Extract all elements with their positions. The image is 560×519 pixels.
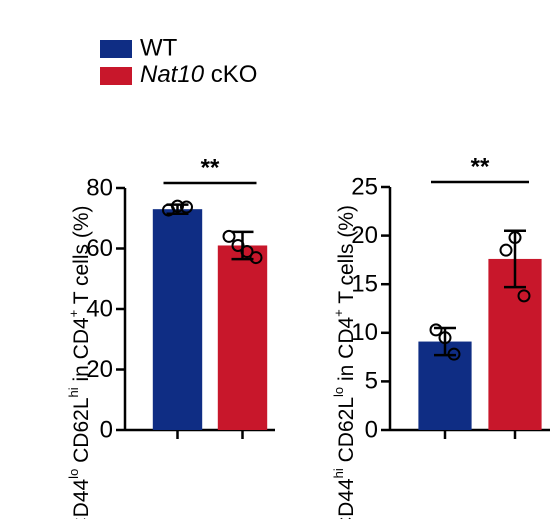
legend-swatch <box>100 67 132 85</box>
data-point <box>438 331 452 345</box>
y-axis-label: CD44hi CD62Llo in CD4+ T cells (%) <box>331 205 358 519</box>
legend-swatch <box>100 40 132 58</box>
y-tick-label: 10 <box>351 319 378 346</box>
data-point <box>249 251 263 265</box>
y-tick-label: 15 <box>351 271 378 298</box>
data-point <box>499 243 513 257</box>
y-tick-label: 40 <box>86 295 113 322</box>
y-tick-label: 25 <box>351 173 378 200</box>
y-label-text: in CD4 <box>335 317 358 387</box>
y-label-text: T cells (%) <box>335 205 358 309</box>
data-point <box>517 289 531 303</box>
data-point <box>222 229 236 243</box>
significance-label: ** <box>201 154 220 181</box>
data-point <box>508 231 522 245</box>
y-tick-label: 0 <box>100 416 113 443</box>
legend-label-italic: Nat10 <box>140 61 205 88</box>
data-point <box>240 245 254 259</box>
data-point <box>447 347 461 361</box>
data-point <box>180 200 193 214</box>
y-label-text: in CD4 <box>70 317 93 387</box>
y-label-text: T cells (%) <box>70 205 93 309</box>
y-tick-label: 80 <box>86 174 113 201</box>
bar <box>217 245 268 430</box>
y-axis-label: CD44lo CD62Lhi in CD4+ T cells (%) <box>66 205 93 519</box>
y-tick-label: 20 <box>86 356 113 383</box>
y-label-text: CD62L <box>70 397 93 468</box>
data-point <box>231 238 245 252</box>
y-tick-label: 0 <box>365 416 378 443</box>
data-point <box>171 199 184 213</box>
y-label-superscript: hi <box>66 387 81 397</box>
y-label-superscript: lo <box>66 469 81 479</box>
y-label-superscript: lo <box>331 387 346 397</box>
y-label-text: CD44 <box>335 478 358 519</box>
y-label-superscript: hi <box>331 468 346 478</box>
y-label-text: CD62L <box>335 397 358 468</box>
bar <box>152 209 203 430</box>
y-tick-label: 5 <box>365 368 378 395</box>
legend-label-rest: cKO <box>204 61 257 88</box>
y-tick-label: 20 <box>351 222 378 249</box>
y-label-superscript: + <box>331 309 346 317</box>
y-label-text: CD44 <box>70 479 93 519</box>
data-point <box>429 323 443 337</box>
y-tick-label: 60 <box>86 235 113 262</box>
legend-label: WT <box>140 34 178 61</box>
legend-label: Nat10 cKO <box>140 61 257 88</box>
significance-label: ** <box>471 153 490 180</box>
y-label-superscript: + <box>66 310 81 318</box>
